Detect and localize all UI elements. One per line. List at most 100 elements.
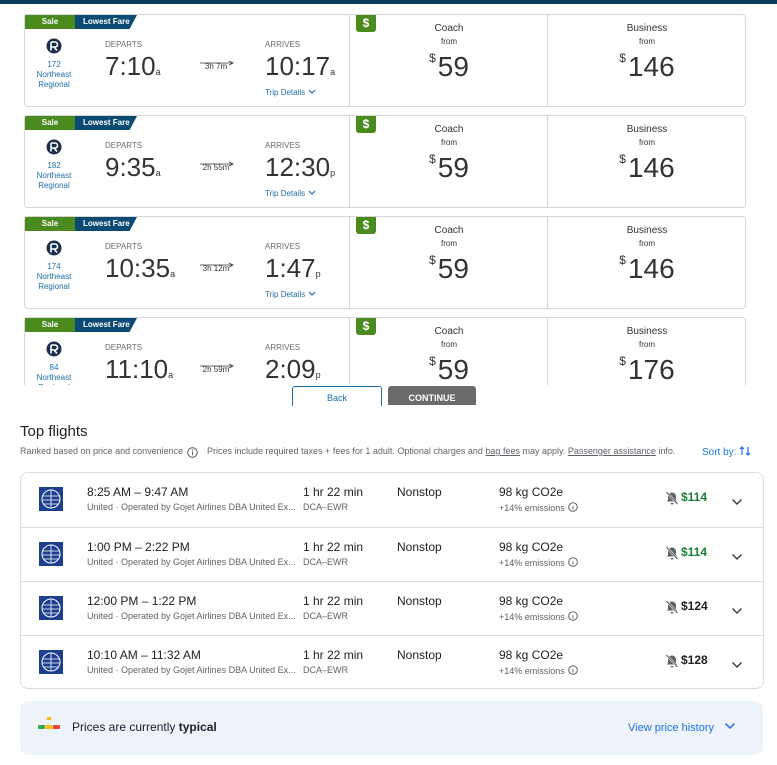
emissions-delta: +14% emissions: [499, 611, 578, 622]
coach-price[interactable]: $59: [350, 354, 548, 385]
divider: [349, 217, 350, 308]
coach-label: Coach: [434, 225, 464, 236]
am-pm: p: [315, 370, 321, 380]
note-text: may apply.: [519, 446, 568, 456]
trip-details[interactable]: Trip Details: [265, 290, 316, 299]
expand-chevron[interactable]: [731, 603, 743, 615]
train-number: 174: [47, 262, 61, 271]
departure-time: 11:10a: [105, 354, 174, 384]
price-value: 59: [437, 354, 469, 385]
ranked-note: Ranked based on price and convenience: [20, 446, 184, 456]
business-from: from: [639, 340, 655, 349]
flight-row[interactable]: 10:10 AM – 11:32 AM United · Operated by …: [21, 635, 763, 690]
coach-from: from: [441, 340, 457, 349]
deal-badge: $: [356, 318, 376, 335]
flight-price: $124: [681, 599, 708, 613]
flight-emissions: 98 kg CO2e: [499, 648, 564, 662]
airline-name: United · Operated by Gojet Airlines DBA …: [87, 611, 296, 621]
insight-icon: [38, 717, 60, 731]
flights-section: Top flights Ranked based on price and con…: [0, 405, 777, 765]
currency: $: [429, 354, 436, 368]
airline-logo: [39, 650, 63, 674]
coach-label: Coach: [434, 23, 464, 34]
train-logo: [46, 341, 62, 357]
flight-times: 12:00 PM – 1:22 PM: [87, 594, 197, 608]
price-value: 59: [437, 152, 469, 183]
price-value: 59: [437, 51, 469, 82]
emissions-delta: +14% emissions: [499, 557, 578, 568]
departs-label: DEPARTS: [105, 141, 143, 150]
coach-label: Coach: [434, 326, 464, 337]
trip-details[interactable]: Trip Details: [265, 189, 316, 198]
flight-row[interactable]: 8:25 AM – 9:47 AM United · Operated by Go…: [21, 473, 763, 527]
sale-badge: Sale: [25, 217, 75, 231]
sale-badge: Sale: [25, 318, 75, 332]
departs-label: DEPARTS: [105, 40, 143, 49]
continue-button[interactable]: CONTINUE: [388, 386, 476, 405]
train-card: Sale Lowest Fare 182 Northeast Regional DEPA…: [24, 115, 746, 208]
business-price[interactable]: $176: [548, 354, 746, 385]
divider: [349, 116, 350, 207]
currency: $: [619, 152, 626, 166]
airline-logo: [39, 542, 63, 566]
lowest-fare-badge: Lowest Fare: [75, 318, 137, 332]
coach-price[interactable]: $59: [350, 152, 548, 184]
flight-price: $128: [681, 653, 708, 667]
flight-route: DCA–EWR: [303, 502, 349, 512]
arrow: [200, 154, 234, 167]
flight-duration: 1 hr 22 min: [303, 540, 364, 554]
arrival-time: 1:47p: [265, 253, 321, 283]
sort-button[interactable]: Sort by:: [702, 445, 751, 458]
divider: [547, 217, 548, 308]
price-alert-icon: [665, 491, 679, 505]
train-number: 182: [47, 161, 61, 170]
flight-emissions: 98 kg CO2e: [499, 485, 564, 499]
price-note: Prices include required taxes + fees for…: [207, 446, 675, 456]
coach-price[interactable]: $59: [350, 51, 548, 83]
price-alert-icon: [665, 600, 679, 614]
divider: [547, 318, 548, 385]
divider: [547, 15, 548, 106]
coach-price[interactable]: $59: [350, 253, 548, 285]
am-pm: p: [330, 168, 336, 178]
deal-badge: $: [356, 217, 376, 234]
expand-chevron[interactable]: [731, 549, 743, 561]
price-history-link[interactable]: View price history: [628, 721, 736, 734]
currency: $: [429, 51, 436, 65]
duration: 3h 12m: [202, 264, 230, 273]
note-link[interactable]: Passenger assistance: [567, 446, 656, 456]
business-price[interactable]: $146: [548, 253, 746, 285]
duration: 2h 55m: [202, 163, 230, 172]
top-bar: [0, 0, 777, 4]
arrives-label: ARRIVES: [265, 141, 301, 150]
back-button[interactable]: Back: [292, 386, 382, 406]
insight-text: Prices are currently typical: [72, 720, 217, 734]
business-label: Business: [626, 225, 668, 236]
price-value: 146: [627, 152, 675, 183]
flight-route: DCA–EWR: [303, 557, 349, 567]
expand-chevron[interactable]: [731, 657, 743, 669]
trip-details[interactable]: Trip Details: [265, 88, 316, 97]
flight-duration: 1 hr 22 min: [303, 594, 364, 608]
price-insight: Prices are currently typical View price h…: [20, 701, 763, 755]
flight-row[interactable]: 12:00 PM – 1:22 PM United · Operated by G…: [21, 581, 763, 636]
emissions-delta: +14% emissions: [499, 502, 578, 513]
lowest-fare-badge: Lowest Fare: [75, 116, 137, 130]
flight-times: 1:00 PM – 2:22 PM: [87, 540, 190, 554]
note-link[interactable]: bag fees: [485, 446, 520, 456]
business-price[interactable]: $146: [548, 51, 746, 83]
flight-row[interactable]: 1:00 PM – 2:22 PM United · Operated by Go…: [21, 527, 763, 582]
train-route: Northeast Regional: [36, 70, 72, 89]
duration: 2h 59m: [202, 365, 230, 374]
info-icon: [187, 445, 198, 458]
business-price[interactable]: $146: [548, 152, 746, 184]
arrow: [200, 356, 234, 369]
expand-chevron[interactable]: [731, 494, 743, 506]
note-text: info.: [655, 446, 676, 456]
departure-time: 10:35a: [105, 253, 176, 283]
departs-label: DEPARTS: [105, 343, 143, 352]
sale-badge: Sale: [25, 116, 75, 130]
arrives-label: ARRIVES: [265, 40, 301, 49]
flight-price: $114: [681, 545, 708, 559]
